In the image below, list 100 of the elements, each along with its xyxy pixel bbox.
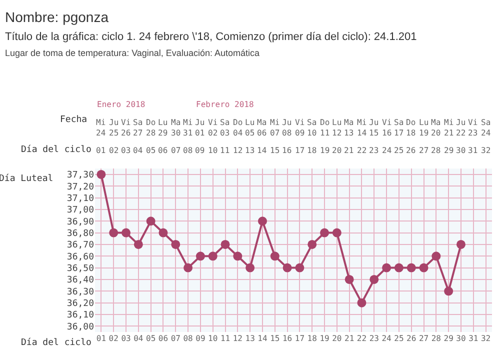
point [258,216,267,226]
x-axis-title: Día del ciclo [21,337,92,348]
x-tick-label: 10 [208,334,218,343]
point [171,240,180,249]
x-tick-label: 12 [232,334,243,343]
text: Sa 03 [220,118,230,138]
x-tick-label: 18 [307,334,318,343]
text: Mi 24 [96,118,106,138]
text: Ju 25 [109,118,119,138]
point [246,263,255,272]
text: Mi 07 [270,118,280,138]
category-label: 15 [270,146,280,155]
x-tick-label: 17 [294,334,305,343]
x-tick-label: 29 [444,334,454,343]
y-tick-label: 36,00 [66,322,94,332]
x-tick-label: 23 [369,334,380,343]
text: Lu 29 [158,118,168,138]
y-tick-label: 36,90 [66,217,94,228]
text: Sa 17 [394,118,404,138]
x-tick-label: 09 [196,334,206,343]
text: Lu 05 [245,118,255,138]
text: Febrero 2018 [196,100,254,109]
category-label: 02 [109,146,119,155]
point [184,263,193,272]
category-label: 26 [406,146,416,155]
text: Sa 24 [481,118,491,138]
text: Lu 19 [419,118,429,138]
text: Fecha [60,115,88,125]
x-tick-label: 03 [121,334,132,343]
category-label: 32 [481,146,491,155]
text: Do 11 [320,118,330,138]
x-tick-label: 15 [270,334,280,343]
text: Ma 30 [171,118,181,138]
y-tick-label: 36,20 [66,298,94,309]
category-label: 06 [158,146,168,155]
point [282,263,292,272]
chart-title: Nombre: pgonza [5,9,109,25]
x-tick-label: 16 [282,334,292,343]
point [332,228,342,238]
y-tick-label: 36,80 [66,228,94,239]
point [419,263,428,272]
point [320,228,330,238]
x-tick-label: 28 [431,334,442,343]
point [270,252,280,261]
category-label: 22 [357,146,367,155]
text: Ju 01 [195,118,205,138]
point [382,263,392,272]
category-label: 20 [332,146,342,155]
x-tick-label: 26 [406,334,416,343]
y-tick-label: 37,00 [66,206,94,216]
text: Do 28 [146,118,156,138]
point [96,170,106,179]
category-label: 16 [282,146,292,155]
x-tick-label: 11 [220,334,230,343]
text: Mi 14 [357,118,367,138]
category-label: 13 [245,146,255,155]
text: Ma 13 [344,118,354,138]
category-label: 08 [183,146,193,155]
y-tick-label: 37,10 [66,194,94,204]
x-tick-label: 07 [170,334,181,343]
x-tick-label: 13 [245,334,256,343]
point [220,240,230,249]
category-label: 09 [195,146,205,155]
text: Mi 21 [444,118,454,138]
category-label: 05 [146,146,156,155]
point [432,252,441,261]
category-label: 07 [171,146,181,155]
category-label: 11 [220,146,230,155]
x-tick-label: 31 [468,334,478,343]
point [370,274,379,284]
point [357,298,366,308]
y-tick-label: 36,30 [66,287,94,298]
point [394,263,404,272]
text: Vi 16 [382,118,392,138]
category-label: 29 [444,146,454,155]
x-tick-label: 32 [480,334,491,343]
point [158,228,168,238]
point [122,228,131,238]
point [444,286,454,296]
x-tick-label: 21 [344,334,354,343]
y-tick-label: 36,40 [66,276,94,286]
text: Lu 12 [332,118,342,138]
text: Vi 23 [468,118,478,138]
point [134,240,143,249]
x-tick-label: 05 [146,334,156,343]
y-tick-label: 37,30 [66,170,94,181]
category-label: 10 [208,146,218,155]
text: Sa 10 [307,118,317,138]
text: Sa 27 [133,118,143,138]
point [406,263,416,272]
category-label: 28 [431,146,441,155]
point [208,252,218,261]
text: Vi 09 [295,118,305,138]
point [456,240,466,249]
text: Ma 06 [257,118,267,138]
category-label: 31 [468,146,478,155]
text: Lugar de toma de temperatura: Vaginal, Evaluación: Automática [5,48,260,58]
y-tick-label: 36,70 [66,240,94,251]
point [308,240,317,249]
category-label: 01 [96,146,106,155]
